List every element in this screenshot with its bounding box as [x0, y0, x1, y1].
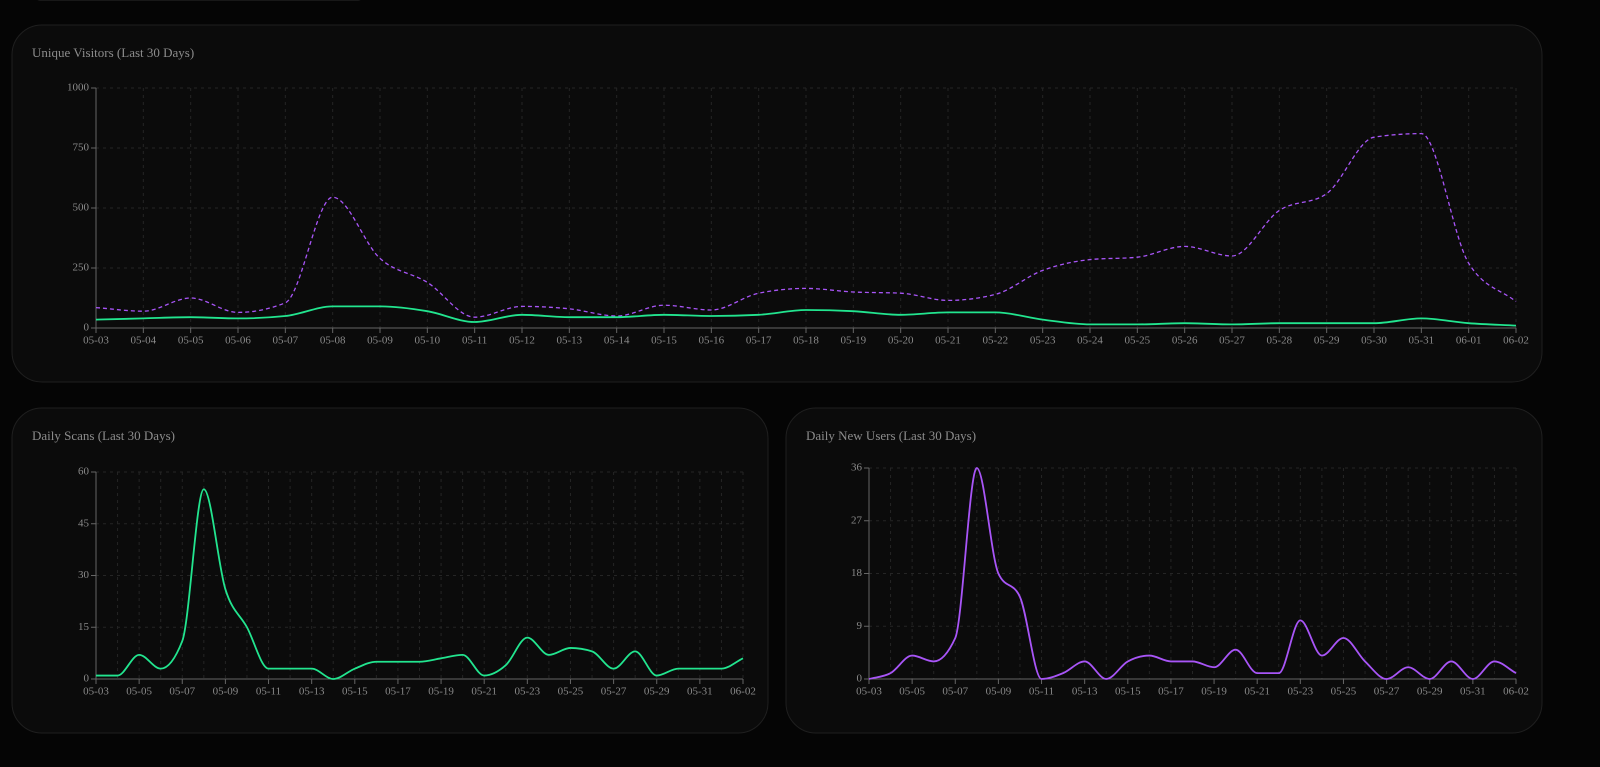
x-tick-label: 05-20 — [888, 335, 914, 347]
x-tick-label: 05-27 — [601, 686, 627, 698]
x-tick-label: 05-13 — [299, 686, 325, 698]
x-tick-label: 05-05 — [126, 686, 152, 698]
x-tick-label: 05-09 — [367, 335, 393, 347]
x-tick-label: 05-11 — [1029, 686, 1054, 698]
x-tick-label: 05-06 — [225, 335, 251, 347]
x-tick-label: 05-28 — [1266, 335, 1292, 347]
x-tick-label: 05-09 — [986, 686, 1012, 698]
x-tick-label: 05-08 — [320, 335, 346, 347]
x-tick-label: 05-21 — [1244, 686, 1270, 698]
x-tick-label: 05-15 — [1115, 686, 1141, 698]
x-tick-label: 05-25 — [1331, 686, 1357, 698]
y-tick-label: 18 — [851, 567, 863, 579]
x-tick-label: 05-12 — [509, 335, 535, 347]
x-tick-label: 05-21 — [471, 686, 497, 698]
x-tick-label: 05-31 — [1408, 335, 1434, 347]
x-tick-label: 05-25 — [1124, 335, 1150, 347]
x-tick-label: 05-13 — [1072, 686, 1098, 698]
x-tick-label: 05-09 — [213, 686, 239, 698]
panel — [11, 24, 1543, 383]
series-line — [95, 305, 1517, 327]
x-tick-label: 05-23 — [1287, 686, 1313, 698]
y-tick-label: 15 — [78, 621, 90, 633]
x-tick-label: 05-03 — [83, 686, 109, 698]
x-tick-label: 05-03 — [83, 335, 109, 347]
series-line — [95, 488, 744, 680]
panel — [11, 407, 769, 734]
y-tick-label: 0 — [857, 673, 863, 685]
x-tick-label: 05-29 — [1417, 686, 1443, 698]
y-tick-label: 500 — [73, 202, 90, 214]
x-tick-label: 05-04 — [130, 335, 156, 347]
x-tick-label: 05-22 — [982, 335, 1008, 347]
x-tick-label: 05-07 — [169, 686, 195, 698]
x-tick-label: 05-14 — [604, 335, 630, 347]
x-tick-label: 05-25 — [558, 686, 584, 698]
chart-title: Unique Visitors (Last 30 Days) — [32, 45, 194, 60]
x-tick-label: 05-15 — [651, 335, 677, 347]
x-tick-label: 05-15 — [342, 686, 368, 698]
x-tick-label: 05-21 — [935, 335, 961, 347]
y-tick-label: 250 — [73, 262, 90, 274]
y-tick-label: 30 — [78, 569, 90, 581]
x-tick-label: 05-05 — [899, 686, 925, 698]
series-line — [868, 467, 1517, 680]
x-tick-label: 06-02 — [1503, 686, 1529, 698]
x-tick-label: 05-18 — [793, 335, 819, 347]
x-tick-label: 05-29 — [1314, 335, 1340, 347]
y-tick-label: 36 — [851, 462, 863, 474]
x-tick-label: 05-07 — [942, 686, 968, 698]
x-tick-label: 05-17 — [385, 686, 411, 698]
y-tick-label: 0 — [84, 322, 90, 334]
y-tick-label: 0 — [84, 673, 90, 685]
x-tick-label: 05-16 — [698, 335, 724, 347]
y-tick-label: 1000 — [67, 82, 90, 94]
x-tick-label: 05-19 — [840, 335, 866, 347]
x-tick-label: 06-01 — [1456, 335, 1482, 347]
x-tick-label: 05-26 — [1172, 335, 1198, 347]
y-tick-label: 45 — [78, 517, 90, 529]
chart-title: Daily New Users (Last 30 Days) — [806, 428, 976, 443]
x-tick-label: 05-27 — [1374, 686, 1400, 698]
y-tick-label: 9 — [857, 620, 863, 632]
x-tick-label: 05-19 — [428, 686, 454, 698]
x-tick-label: 05-30 — [1361, 335, 1387, 347]
y-tick-label: 60 — [78, 466, 90, 478]
x-tick-label: 05-17 — [746, 335, 772, 347]
x-tick-label: 05-17 — [1158, 686, 1184, 698]
x-tick-label: 05-13 — [556, 335, 582, 347]
chart-title: Daily Scans (Last 30 Days) — [32, 428, 175, 443]
y-tick-label: 27 — [851, 514, 863, 526]
x-tick-label: 06-02 — [730, 686, 756, 698]
panel — [785, 407, 1543, 734]
x-tick-label: 05-23 — [1030, 335, 1056, 347]
x-tick-label: 05-11 — [462, 335, 487, 347]
x-tick-label: 05-27 — [1219, 335, 1245, 347]
y-tick-label: 750 — [73, 142, 90, 154]
series-line — [95, 132, 1517, 318]
x-tick-label: 05-23 — [514, 686, 540, 698]
x-tick-label: 05-29 — [644, 686, 670, 698]
x-tick-label: 05-03 — [856, 686, 882, 698]
x-tick-label: 06-02 — [1503, 335, 1529, 347]
x-tick-label: 05-19 — [1201, 686, 1227, 698]
x-tick-label: 05-10 — [414, 335, 440, 347]
x-tick-label: 05-24 — [1077, 335, 1103, 347]
x-tick-label: 05-07 — [272, 335, 298, 347]
x-tick-label: 05-05 — [178, 335, 204, 347]
x-tick-label: 05-31 — [1460, 686, 1486, 698]
x-tick-label: 05-31 — [687, 686, 713, 698]
x-tick-label: 05-11 — [256, 686, 281, 698]
